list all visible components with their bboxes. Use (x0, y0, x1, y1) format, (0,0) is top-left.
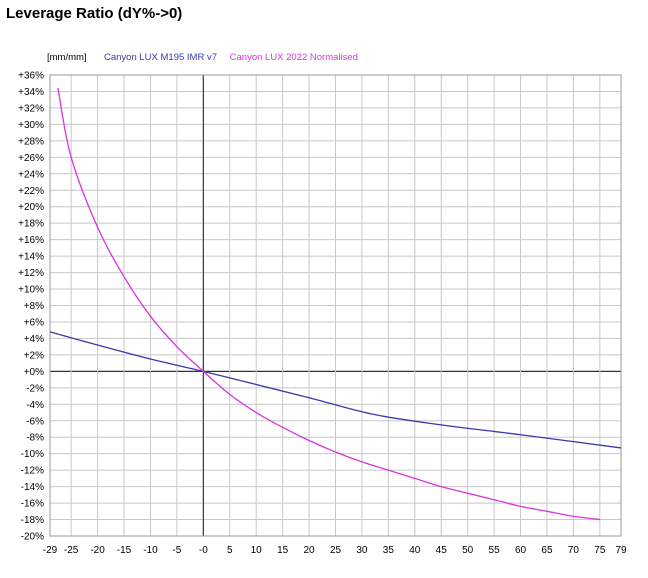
x-tick-label: 5 (227, 545, 233, 556)
x-tick-label: 20 (304, 545, 316, 556)
x-tick-label: 40 (409, 545, 421, 556)
y-tick-label: +18% (18, 219, 44, 230)
x-tick-label: -15 (117, 545, 132, 556)
y-tick-label: +26% (18, 153, 44, 164)
legend-item-series-2: Canyon LUX 2022 Normalised (229, 52, 358, 63)
y-tick-label: +0% (24, 367, 44, 378)
x-tick-label: 65 (541, 545, 553, 556)
y-tick-label: +10% (18, 285, 44, 296)
y-tick-label: +30% (18, 120, 44, 131)
x-tick-label: 60 (515, 545, 527, 556)
x-tick-label: 10 (251, 545, 263, 556)
y-tick-label: +36% (18, 71, 44, 82)
x-tick-label: 50 (462, 545, 474, 556)
y-tick-label: +32% (18, 103, 44, 114)
x-tick-label: -25 (64, 545, 79, 556)
plot-frame (49, 74, 622, 537)
x-tick-label: -29 (43, 545, 58, 556)
x-tick-label: 70 (568, 545, 580, 556)
x-tick-label: 35 (383, 545, 395, 556)
x-tick-label: 15 (277, 545, 289, 556)
y-tick-label: -12% (21, 466, 44, 477)
x-tick-label: 75 (594, 545, 606, 556)
y-tick-label: +34% (18, 87, 44, 98)
x-tick-label: 30 (356, 545, 368, 556)
y-tick-label: +4% (24, 334, 44, 345)
y-tick-label: +16% (18, 235, 44, 246)
y-tick-label: +6% (24, 317, 44, 328)
series-line-1 (49, 331, 622, 449)
y-tick-label: -20% (21, 532, 44, 543)
x-tick-label: -0 (199, 545, 208, 556)
x-tick-label: -20 (90, 545, 105, 556)
y-tick-label: +2% (24, 350, 44, 361)
chart-title: Leverage Ratio (dY%->0) (6, 5, 183, 22)
y-tick-label: +24% (18, 169, 44, 180)
series-line-2 (57, 88, 600, 521)
x-tick-label: 79 (615, 545, 627, 556)
x-tick-label: 55 (489, 545, 501, 556)
y-tick-label: -16% (21, 499, 44, 510)
x-tick-label: 45 (436, 545, 448, 556)
x-tick-label: -10 (143, 545, 158, 556)
y-tick-label: +28% (18, 136, 44, 147)
y-tick-label: +12% (18, 268, 44, 279)
y-tick-label: -4% (26, 400, 44, 411)
y-tick-label: -14% (21, 482, 44, 493)
y-tick-label: -10% (21, 449, 44, 460)
y-tick-label: +22% (18, 186, 44, 197)
y-tick-label: -18% (21, 515, 44, 526)
legend-item-series-1: Canyon LUX M195 IMR v7 (104, 52, 217, 63)
y-tick-label: +20% (18, 202, 44, 213)
x-tick-label: 25 (330, 545, 342, 556)
x-tick-label: -5 (172, 545, 181, 556)
y-tick-label: -8% (26, 433, 44, 444)
legend: Canyon LUX M195 IMR v7 Canyon LUX 2022 N… (104, 52, 368, 63)
y-tick-label: +8% (24, 301, 44, 312)
y-tick-label: -2% (26, 383, 44, 394)
y-tick-label: -6% (26, 416, 44, 427)
y-tick-label: +14% (18, 252, 44, 263)
units-label: [mm/mm] (47, 52, 87, 63)
